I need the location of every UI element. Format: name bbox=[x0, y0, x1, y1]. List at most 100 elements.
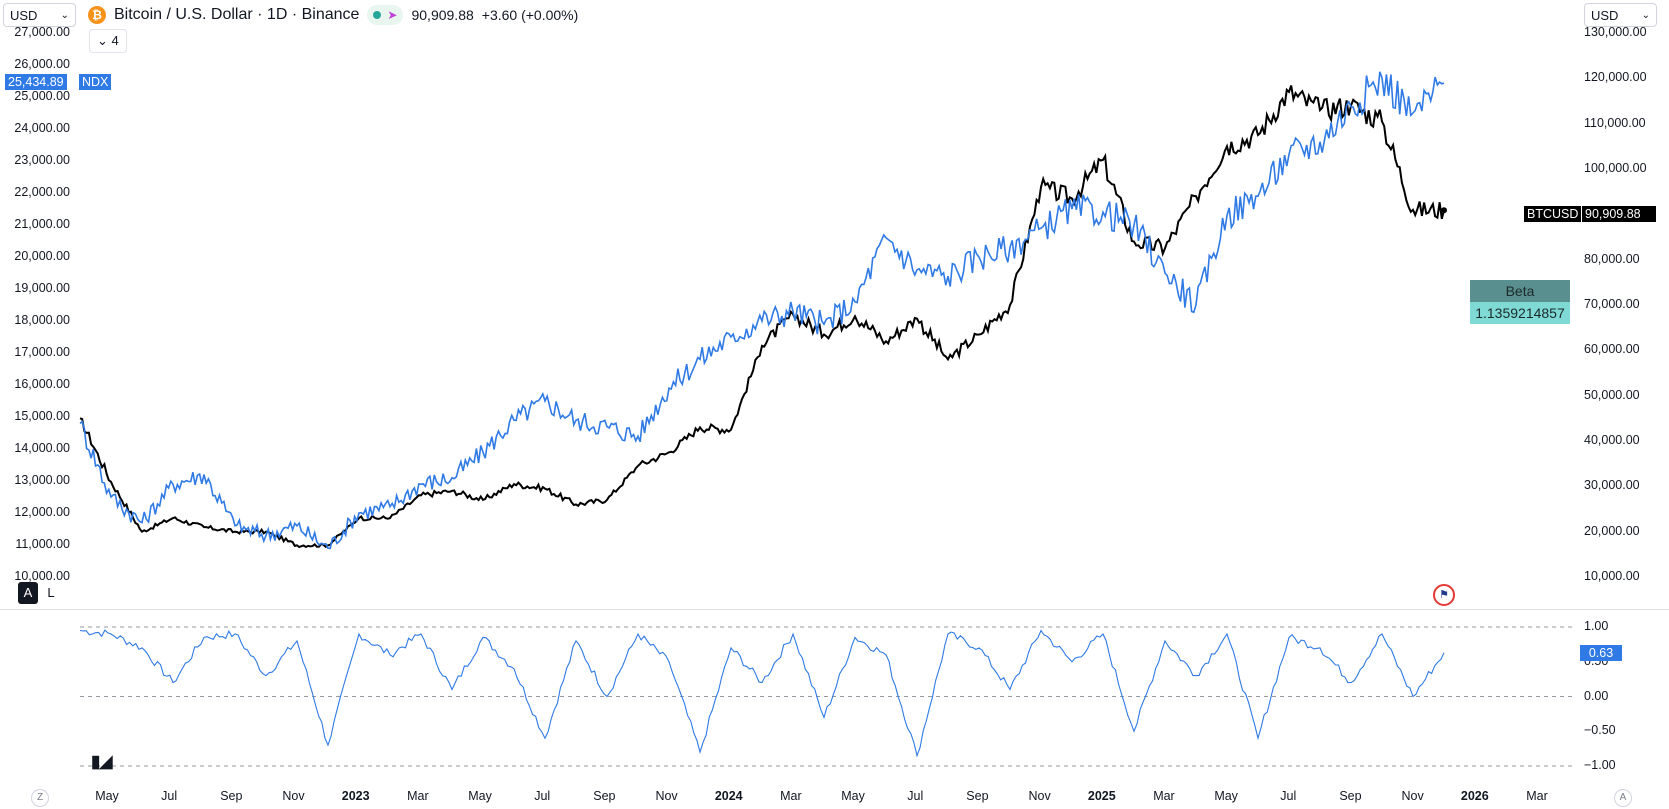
left-axis-tick-label: 14,000.00 bbox=[14, 441, 70, 455]
left-axis-tick-label: 17,000.00 bbox=[14, 345, 70, 359]
btc-last-point bbox=[1441, 207, 1447, 214]
right-axis-tick-label: 20,000.00 bbox=[1584, 523, 1640, 538]
time-axis-tick-label: 2024 bbox=[714, 789, 743, 803]
ndx-price-tag: 25,434.89 bbox=[5, 74, 67, 90]
right-axis-tick-label: 130,000.00 bbox=[1584, 25, 1647, 39]
pane-divider[interactable] bbox=[0, 609, 1669, 610]
time-axis-tick-label: 2023 bbox=[341, 789, 370, 803]
correlation-axis-tick-label: 0.00 bbox=[1584, 688, 1609, 703]
left-axis-tick-label: 22,000.00 bbox=[14, 185, 70, 199]
ndx-price-tag-value: 25,434.89 bbox=[8, 75, 64, 89]
left-axis-tick-label: 18,000.00 bbox=[14, 313, 70, 327]
beta-label: Beta bbox=[1470, 280, 1570, 302]
tradingview-logo-icon[interactable]: ▮◢ bbox=[91, 752, 112, 771]
last-price: 90,909.88 bbox=[411, 7, 474, 23]
series-line-btcusd[interactable] bbox=[79, 85, 1445, 549]
btc-price-tag-value: 90,909.88 bbox=[1585, 207, 1641, 221]
currency-select-left[interactable]: USD ⌄ bbox=[3, 3, 76, 27]
right-axis-tick-label: 120,000.00 bbox=[1584, 70, 1647, 85]
beta-value: 1.1359214857 bbox=[1470, 302, 1570, 324]
time-axis-tick-label: Sep bbox=[1339, 789, 1362, 803]
left-axis-tick-label: 21,000.00 bbox=[14, 217, 70, 231]
currency-select-right[interactable]: USD ⌄ bbox=[1584, 3, 1657, 27]
time-axis-tick-label: Mar bbox=[1526, 789, 1548, 803]
chevron-down-icon: ⌄ bbox=[1641, 10, 1650, 21]
time-axis-tick-label: Nov bbox=[1028, 789, 1051, 803]
time-axis-tick-label: Sep bbox=[966, 789, 989, 803]
time-axis-tick-label: Nov bbox=[655, 789, 678, 803]
time-axis-tick-label: Jul bbox=[534, 789, 551, 803]
right-axis-tick-label: 80,000.00 bbox=[1584, 251, 1640, 266]
time-axis-tick-label: Mar bbox=[407, 789, 429, 803]
left-axis-tick-label: 24,000.00 bbox=[14, 121, 70, 135]
time-axis-zoom-button[interactable]: Z bbox=[31, 789, 49, 807]
time-axis-tick-label: Mar bbox=[780, 789, 802, 803]
right-axis-tick-label: 40,000.00 bbox=[1584, 433, 1640, 447]
time-axis-tick-label: Nov bbox=[282, 789, 305, 803]
time-axis-tick-label: May bbox=[468, 789, 492, 803]
left-axis-tick-label: 20,000.00 bbox=[14, 249, 70, 263]
right-axis-tick-label: 30,000.00 bbox=[1584, 478, 1640, 493]
symbol-header: ₿ Bitcoin / U.S. Dollar · 1D · Binance ➤… bbox=[88, 4, 578, 26]
right-axis-tick-label: 110,000.00 bbox=[1584, 115, 1646, 130]
share-icon: ➤ bbox=[387, 8, 398, 22]
time-axis-tick-label: May bbox=[95, 789, 119, 803]
time-axis-tick-label: Sep bbox=[593, 789, 616, 803]
left-axis-tick-label: 13,000.00 bbox=[14, 473, 70, 487]
time-axis-tick-label: Sep bbox=[220, 789, 243, 803]
ndx-symbol-tag: NDX bbox=[79, 74, 112, 90]
left-axis-tick-label: 12,000.00 bbox=[14, 505, 70, 519]
currency-select-left-label: USD bbox=[10, 8, 38, 23]
currency-select-right-label: USD bbox=[1591, 8, 1619, 23]
market-open-dot-icon bbox=[373, 11, 382, 19]
right-axis-tick-label: 60,000.00 bbox=[1584, 342, 1640, 357]
left-axis-tick-label: 15,000.00 bbox=[14, 409, 70, 423]
correlation-line[interactable] bbox=[79, 629, 1445, 758]
right-axis-tick-label: 50,000.00 bbox=[1584, 387, 1640, 402]
time-axis-auto-button[interactable]: A bbox=[1614, 789, 1632, 807]
time-axis-tick-label: Jul bbox=[1280, 789, 1297, 803]
economic-event-flag-icon[interactable]: ⚑ bbox=[1433, 584, 1455, 606]
correlation-axis-tick-label: −1.00 bbox=[1584, 758, 1616, 772]
time-axis-tick-label: Jul bbox=[161, 789, 178, 803]
btc-symbol-tag: BTCUSD bbox=[1524, 206, 1582, 222]
chevron-down-icon: ⌄ bbox=[97, 33, 108, 48]
ndx-symbol-tag-label: NDX bbox=[82, 75, 109, 89]
left-axis-tick-label: 27,000.00 bbox=[14, 25, 70, 39]
left-axis-tick-label: 25,000.00 bbox=[14, 89, 70, 103]
correlation-axis-tick-label: −0.50 bbox=[1584, 723, 1616, 738]
btc-symbol-tag-label: BTCUSD bbox=[1527, 207, 1579, 221]
bitcoin-icon[interactable]: ₿ bbox=[88, 6, 106, 24]
time-axis-tick-label: Mar bbox=[1153, 789, 1175, 803]
market-status-pill[interactable]: ➤ bbox=[367, 5, 404, 25]
symbol-title[interactable]: Bitcoin / U.S. Dollar · 1D · Binance bbox=[114, 6, 360, 23]
time-axis-tick-label: 2025 bbox=[1087, 789, 1116, 803]
time-axis-tick-label: May bbox=[841, 789, 865, 803]
right-axis-tick-label: 100,000.00 bbox=[1584, 161, 1647, 175]
price-change: +3.60 (+0.00%) bbox=[481, 7, 579, 23]
series-line-ndx[interactable] bbox=[79, 71, 1445, 550]
right-axis-tick-label: 70,000.00 bbox=[1584, 297, 1640, 311]
time-axis-tick-label: Jul bbox=[907, 789, 924, 803]
left-axis-tick-label: 23,000.00 bbox=[14, 153, 70, 167]
collapse-indicators-button[interactable]: ⌄ 4 bbox=[89, 29, 127, 53]
correlation-axis-tick-label: 1.00 bbox=[1584, 619, 1609, 633]
left-axis-tick-label: 10,000.00 bbox=[14, 569, 70, 583]
beta-widget: Beta 1.1359214857 bbox=[1470, 280, 1570, 324]
btc-price-tag: 90,909.88 bbox=[1582, 206, 1656, 222]
correlation-current-tag: 0.63 bbox=[1580, 645, 1622, 661]
auto-scale-label: A bbox=[23, 585, 33, 600]
time-axis-tick-label: Nov bbox=[1401, 789, 1424, 803]
correlation-current-value: 0.63 bbox=[1588, 646, 1614, 660]
left-axis-tick-label: 26,000.00 bbox=[14, 57, 70, 71]
time-axis-tick-label: May bbox=[1214, 789, 1238, 803]
left-axis-tick-label: 11,000.00 bbox=[15, 537, 70, 551]
time-axis-zoom-label: Z bbox=[36, 792, 44, 803]
left-axis-tick-label: 19,000.00 bbox=[14, 281, 70, 295]
auto-scale-button[interactable]: A bbox=[18, 582, 38, 604]
log-scale-button[interactable]: L bbox=[41, 582, 61, 604]
chevron-down-icon: ⌄ bbox=[60, 10, 69, 21]
indicator-count: 4 bbox=[111, 33, 119, 48]
left-axis-tick-label: 16,000.00 bbox=[14, 377, 70, 391]
